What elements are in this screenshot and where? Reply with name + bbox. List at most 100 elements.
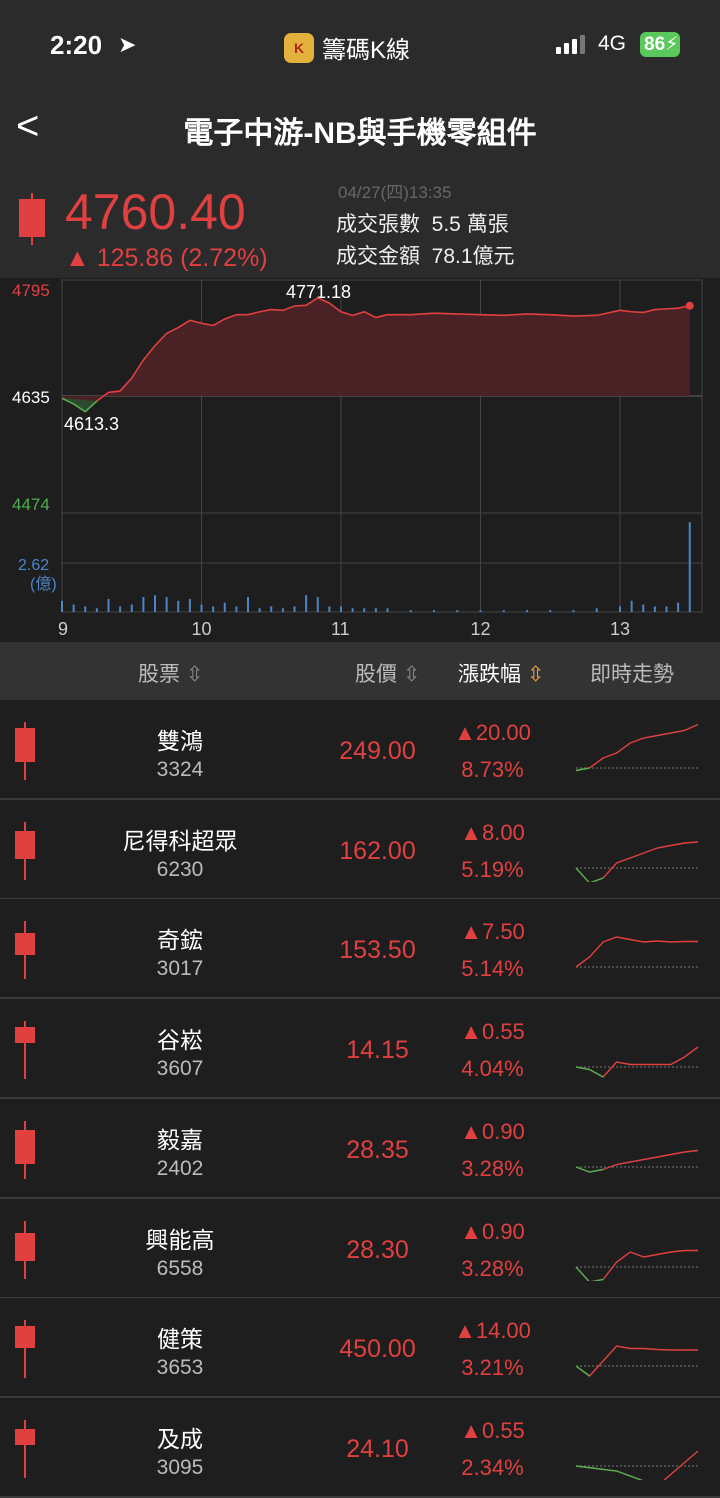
sparkline-down bbox=[575, 1266, 604, 1281]
volume-info: 成交張數 5.5 萬張 bbox=[336, 213, 509, 236]
stock-row[interactable]: 谷崧 3607 14.15 ▲0.55 4.04% bbox=[0, 999, 720, 1100]
app-label: K 籌碼K線 bbox=[284, 30, 410, 65]
sparkline-down bbox=[575, 1066, 604, 1078]
candle-icon bbox=[15, 1120, 35, 1179]
volume-bar bbox=[549, 610, 552, 612]
volume-bar bbox=[142, 597, 145, 612]
price-line-below-ref bbox=[61, 397, 98, 413]
volume-bar bbox=[619, 606, 621, 612]
sparkline bbox=[575, 1345, 698, 1378]
stock-row[interactable]: 毅嘉 2402 28.35 ▲0.90 3.28% bbox=[0, 1098, 720, 1199]
stock-price: 162.00 bbox=[339, 836, 416, 865]
volume-bar bbox=[293, 606, 296, 612]
battery-icon: 86⚡ bbox=[640, 32, 680, 57]
candle-icon bbox=[15, 1419, 35, 1478]
sparkline-line bbox=[575, 1345, 698, 1378]
page-title: 電子中游-NB與手機零組件 bbox=[183, 117, 537, 150]
sparkline-down bbox=[575, 1166, 604, 1173]
stock-change-pct: 5.14% bbox=[461, 956, 524, 982]
candle-icon bbox=[15, 722, 35, 780]
stock-change: ▲20.00 bbox=[454, 720, 531, 745]
candle-icon bbox=[15, 1021, 35, 1080]
volume-bar bbox=[386, 608, 389, 612]
volume-bar bbox=[328, 606, 331, 612]
stock-row[interactable]: 雙鴻 3324 249.00 ▲20.00 8.73% bbox=[0, 700, 720, 800]
stock-row[interactable]: 興能高 6558 28.30 ▲0.90 3.28% bbox=[0, 1198, 720, 1299]
stock-row[interactable]: 尼得科超眾 6230 162.00 ▲8.00 5.19% bbox=[0, 799, 720, 900]
volume-bar bbox=[433, 610, 435, 612]
back-button[interactable]: < bbox=[16, 104, 40, 148]
stock-code: 3017 bbox=[156, 957, 204, 981]
volume-bar bbox=[479, 610, 482, 612]
volume-bar bbox=[212, 606, 215, 612]
sparkline-line bbox=[575, 936, 698, 968]
volume-bar bbox=[665, 606, 668, 612]
sparkline bbox=[575, 840, 699, 882]
stock-name: 奇鋐 bbox=[157, 927, 203, 954]
amount-info: 成交金額 78.1億元 bbox=[336, 245, 515, 268]
x-tick-label: 11 bbox=[331, 619, 350, 639]
sparkline-line bbox=[575, 723, 699, 772]
volume-bar bbox=[72, 604, 75, 612]
sparkline bbox=[575, 723, 699, 772]
sparkline-line bbox=[575, 1249, 698, 1281]
app-icon: K bbox=[284, 32, 314, 63]
sort-change[interactable]: 漲跌幅 ⇳ bbox=[458, 663, 545, 686]
stock-change-pct: 3.21% bbox=[461, 1355, 524, 1381]
volume-bar bbox=[351, 608, 354, 612]
volume-bar bbox=[456, 610, 459, 612]
y-label-low: 4474 bbox=[12, 495, 50, 514]
sparkline-line bbox=[575, 840, 699, 882]
stock-row[interactable]: 健策 3653 450.00 ▲14.00 3.21% bbox=[0, 1298, 720, 1399]
sort-price[interactable]: 股價 ⇳ bbox=[355, 663, 421, 686]
stock-change-pct: 5.19% bbox=[461, 856, 524, 882]
stock-change-pct: 3.28% bbox=[461, 1255, 524, 1281]
network-type: 4G bbox=[598, 32, 627, 55]
volume-max-label: 2.62 bbox=[18, 557, 49, 574]
volume-bar bbox=[84, 606, 87, 612]
volume-bar bbox=[374, 608, 377, 612]
volume-bar bbox=[247, 597, 249, 612]
stock-row[interactable]: 奇鋐 3017 153.50 ▲7.50 5.14% bbox=[0, 899, 720, 1000]
intraday-chart[interactable]: 4795 4635 4474 2.62 (億) 4771.18 4613.3 9… bbox=[0, 278, 720, 642]
stock-change: ▲0.90 bbox=[460, 1218, 525, 1244]
stock-price: 153.50 bbox=[339, 936, 416, 965]
sort-stock[interactable]: 股票 ⇳ bbox=[138, 663, 204, 686]
volume-bar bbox=[223, 602, 226, 612]
volume-bar bbox=[95, 608, 98, 612]
volume-bar bbox=[130, 604, 133, 612]
stock-change: ▲8.00 bbox=[460, 819, 525, 845]
volume-bar bbox=[677, 602, 680, 612]
location-arrow-icon: ➤ bbox=[118, 32, 137, 57]
volume-bar bbox=[502, 610, 505, 612]
sparkline bbox=[575, 1149, 699, 1173]
stock-row[interactable]: 及成 3095 24.10 ▲0.55 2.34% bbox=[0, 1397, 720, 1498]
header-area bbox=[0, 0, 720, 278]
stock-change: ▲0.90 bbox=[460, 1118, 525, 1144]
volume-bar bbox=[409, 610, 412, 612]
volume-bar bbox=[188, 598, 191, 612]
sparkline-line bbox=[575, 1149, 699, 1173]
stock-price: 14.15 bbox=[346, 1036, 409, 1065]
stock-change-pct: 8.73% bbox=[461, 757, 524, 782]
stock-code: 3324 bbox=[156, 758, 204, 781]
volume-bar bbox=[270, 606, 273, 612]
volume-bar bbox=[642, 604, 645, 612]
status-bar: 2:20 ➤ K 籌碼K線 4G 86⚡ bbox=[0, 28, 720, 64]
x-tick-label: 12 bbox=[471, 619, 491, 639]
stock-name: 尼得科超眾 bbox=[122, 827, 238, 854]
intraday-chart-svg: 4795 4635 4474 2.62 (億) 4771.18 4613.3 9… bbox=[12, 279, 703, 639]
stock-name: 雙鴻 bbox=[157, 728, 203, 754]
volume-bar bbox=[61, 600, 63, 612]
stock-name: 興能高 bbox=[145, 1226, 215, 1253]
volume-bar bbox=[107, 598, 110, 612]
sparkline-down bbox=[575, 867, 604, 882]
sparkline bbox=[575, 936, 698, 968]
candle-icon bbox=[15, 1320, 35, 1379]
stock-name: 健策 bbox=[157, 1326, 203, 1353]
volume-bar bbox=[258, 608, 261, 612]
volume-bar bbox=[688, 522, 691, 612]
stock-price: 28.35 bbox=[346, 1135, 409, 1164]
volume-bar bbox=[305, 595, 308, 612]
candle-icon bbox=[15, 1220, 35, 1279]
